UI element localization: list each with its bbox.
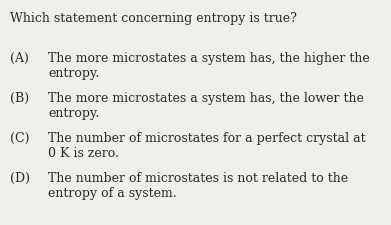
Text: (A): (A) xyxy=(10,52,29,65)
Text: The number of microstates for a perfect crystal at: The number of microstates for a perfect … xyxy=(48,132,366,145)
Text: entropy.: entropy. xyxy=(48,107,99,120)
Text: Which statement concerning entropy is true?: Which statement concerning entropy is tr… xyxy=(10,12,297,25)
Text: (D): (D) xyxy=(10,172,30,185)
Text: (C): (C) xyxy=(10,132,29,145)
Text: The number of microstates is not related to the: The number of microstates is not related… xyxy=(48,172,348,185)
Text: entropy of a system.: entropy of a system. xyxy=(48,187,177,200)
Text: 0 K is zero.: 0 K is zero. xyxy=(48,147,119,160)
Text: entropy.: entropy. xyxy=(48,67,99,80)
Text: The more microstates a system has, the lower the: The more microstates a system has, the l… xyxy=(48,92,364,105)
Text: (B): (B) xyxy=(10,92,29,105)
Text: The more microstates a system has, the higher the: The more microstates a system has, the h… xyxy=(48,52,370,65)
